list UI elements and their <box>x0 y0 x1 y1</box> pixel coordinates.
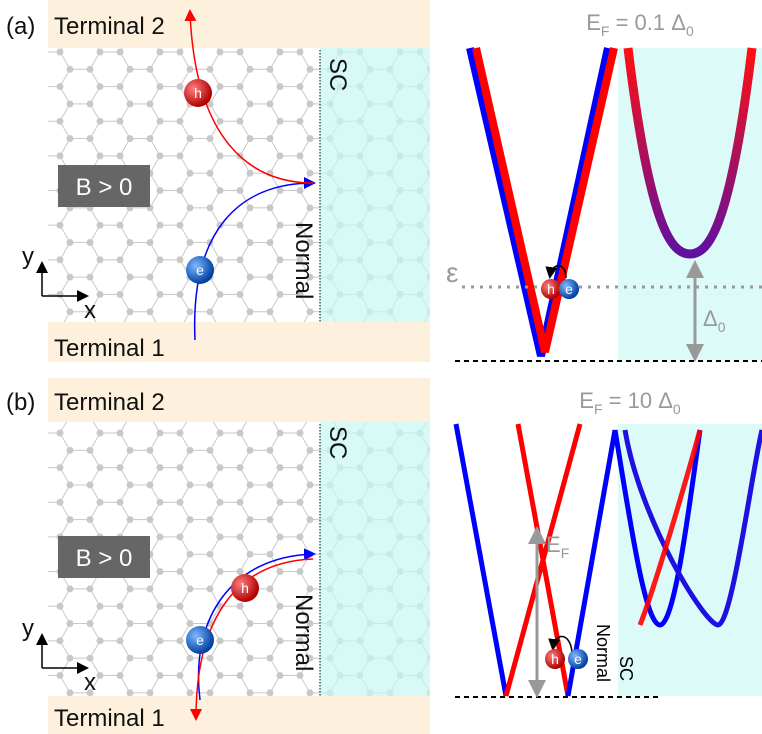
electron-label: e <box>196 632 204 648</box>
terminal-label: Terminal 1 <box>54 705 165 732</box>
field-label: B > 0 <box>76 545 133 572</box>
electron-label: e <box>196 262 204 278</box>
field-label: B > 0 <box>76 174 133 201</box>
sc-label: SC <box>324 58 351 91</box>
electron-label: e <box>565 281 573 297</box>
hole-label: h <box>241 580 249 596</box>
normal-label: Normal <box>290 222 317 299</box>
axis-label: x <box>84 669 96 696</box>
figure: (a) Terminal 2 Terminal 1 SC Normal B > … <box>0 0 762 734</box>
panel-label: (a) <box>6 13 35 40</box>
terminal-label: Terminal 2 <box>54 13 165 40</box>
panel-label: (b) <box>6 389 35 416</box>
hole-label: h <box>547 281 555 297</box>
terminal-label: Terminal 2 <box>54 389 165 416</box>
sc-label: SC <box>324 426 351 459</box>
terminal-label: Terminal 1 <box>54 335 165 362</box>
normal-label: Normal <box>290 594 317 671</box>
axis-label: y <box>22 243 34 270</box>
sc-label: SC <box>616 656 636 681</box>
hole-label: h <box>194 85 202 101</box>
fermi-label: EF <box>546 532 569 561</box>
panel-b-device: (b) Terminal 2 Terminal 1 SC Normal B > … <box>6 378 430 734</box>
panel-b-spectrum: EF = 10 Δ0 EF h e Normal SC <box>455 388 762 697</box>
normal-label: Normal <box>593 624 613 682</box>
panel-a-device: (a) Terminal 2 Terminal 1 SC Normal B > … <box>6 0 430 362</box>
spectrum-title: EF = 10 Δ0 <box>579 388 681 417</box>
axis-label: x <box>84 297 96 324</box>
panel-a-spectrum: EF = 0.1 Δ0 ε Δ0 h e <box>446 10 762 361</box>
axis-label: y <box>22 615 34 642</box>
energy-label: ε <box>446 257 458 288</box>
spectrum-title: EF = 0.1 Δ0 <box>586 10 694 39</box>
hole-label: h <box>551 651 559 667</box>
electron-label: e <box>574 651 582 667</box>
